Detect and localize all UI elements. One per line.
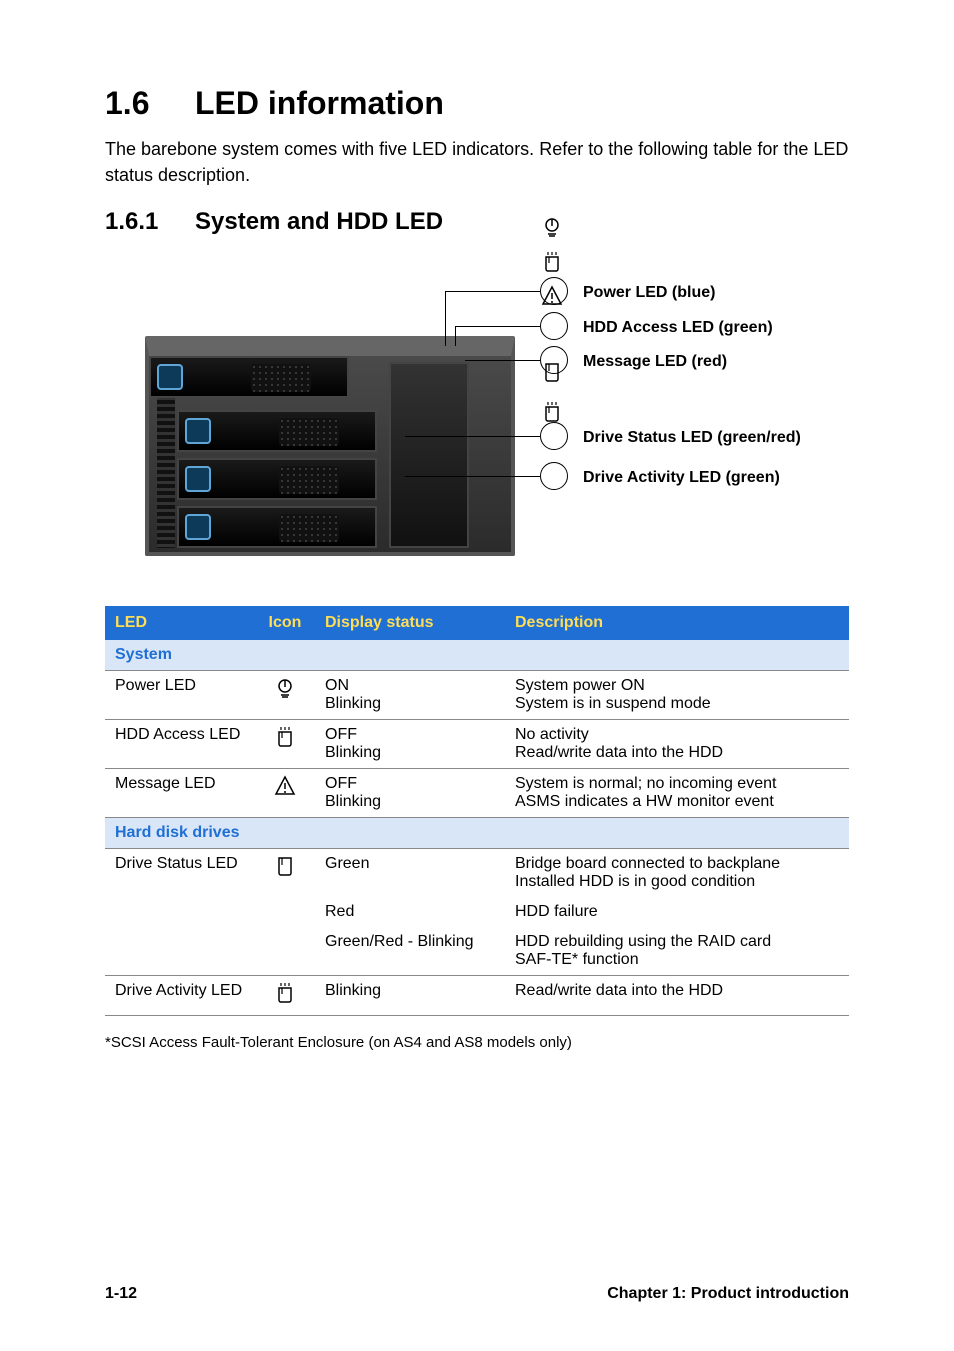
table-row: Message LED OFFBlinkingSystem is normal; … <box>105 769 849 818</box>
led-name: Power LED <box>105 671 255 720</box>
section-title: System <box>105 640 849 671</box>
led-name: HDD Access LED <box>105 720 255 769</box>
subheading-title: System and HDD LED <box>195 208 443 235</box>
drive-activity-icon <box>540 462 568 490</box>
warn-icon <box>274 775 296 797</box>
led-name: Drive Activity LED <box>105 976 255 1016</box>
chapter-title: Chapter 1: Product introduction <box>607 1285 849 1303</box>
description: HDD failure <box>505 897 849 927</box>
subheading: 1.6.1System and HDD LED <box>105 208 849 236</box>
description: System is normal; no incoming eventASMS … <box>505 769 849 818</box>
callout-label: Power LED (blue) <box>583 284 715 302</box>
led-diagram: Power LED (blue) HDD Access LED (green) … <box>105 276 849 576</box>
callout-label: Drive Status LED (green/red) <box>583 429 801 447</box>
callout-label: HDD Access LED (green) <box>583 319 773 337</box>
description: HDD rebuilding using the RAID cardSAF-TE… <box>505 927 849 976</box>
callout-label: Message LED (red) <box>583 353 727 371</box>
page-heading: 1.6LED information <box>105 85 849 122</box>
hdd-icon <box>274 982 296 1004</box>
page-number: 1-12 <box>105 1285 137 1303</box>
power-icon <box>274 677 296 699</box>
led-name: Drive Status LED <box>105 849 255 898</box>
led-table: LED Icon Display status Description Syst… <box>105 606 849 1016</box>
description: System power ONSystem is in suspend mode <box>505 671 849 720</box>
display-status: ONBlinking <box>315 671 505 720</box>
col-header: Display status <box>315 606 505 640</box>
section-title: Hard disk drives <box>105 818 849 849</box>
display-status: Blinking <box>315 976 505 1016</box>
table-row: RedHDD failure <box>105 897 849 927</box>
table-row: Drive Status LED GreenBridge board connec… <box>105 849 849 898</box>
col-header: LED <box>105 606 255 640</box>
hdd-icon <box>274 726 296 748</box>
drive-icon <box>274 855 296 877</box>
display-status: Green/Red - Blinking <box>315 927 505 976</box>
col-header: Description <box>505 606 849 640</box>
footnote: *SCSI Access Fault-Tolerant Enclosure (o… <box>105 1034 849 1051</box>
description: No activityRead/write data into the HDD <box>505 720 849 769</box>
table-row: Green/Red - BlinkingHDD rebuilding using… <box>105 927 849 976</box>
table-row: Drive Activity LED BlinkingRead/write dat… <box>105 976 849 1016</box>
page-footer: 1-12 Chapter 1: Product introduction <box>105 1285 849 1303</box>
display-status: Red <box>315 897 505 927</box>
intro-text: The barebone system comes with five LED … <box>105 136 849 188</box>
table-row: Power LED ONBlinkingSystem power ONSystem… <box>105 671 849 720</box>
display-status: OFFBlinking <box>315 769 505 818</box>
display-status: OFFBlinking <box>315 720 505 769</box>
led-name: Message LED <box>105 769 255 818</box>
col-header: Icon <box>255 606 315 640</box>
chassis-image <box>145 336 515 556</box>
description: Read/write data into the HDD <box>505 976 849 1016</box>
table-row: HDD Access LED OFFBlinkingNo activityRead… <box>105 720 849 769</box>
display-status: Green <box>315 849 505 898</box>
callout-label: Drive Activity LED (green) <box>583 469 780 487</box>
description: Bridge board connected to backplaneInsta… <box>505 849 849 898</box>
heading-title: LED information <box>195 85 444 121</box>
subheading-number: 1.6.1 <box>105 208 195 236</box>
heading-number: 1.6 <box>105 85 195 122</box>
